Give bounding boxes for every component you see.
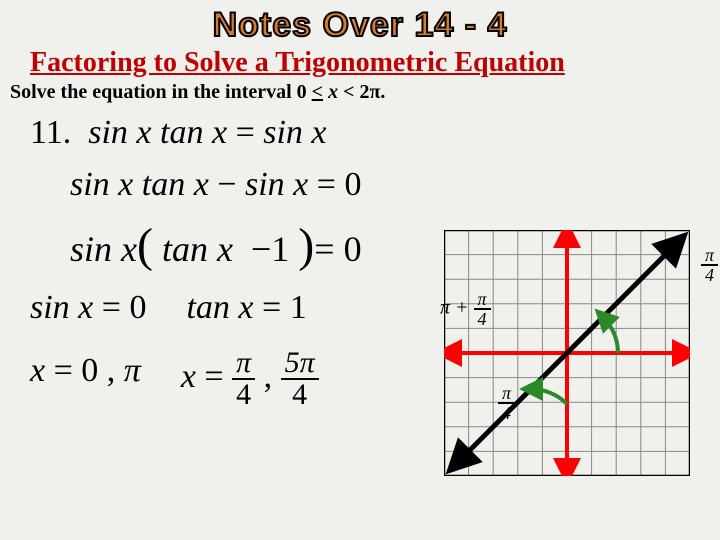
solution-2: x = π4 , 5π4 bbox=[181, 348, 319, 410]
page-subtitle: Factoring to Solve a Trigonometric Equat… bbox=[30, 47, 720, 79]
label-pi4-q3: π4 bbox=[498, 384, 515, 422]
branch-1: sin x = 0 bbox=[30, 285, 146, 331]
page-banner: Notes Over 14 - 4 bbox=[0, 0, 720, 45]
instruction-text: Solve the equation in the interval 0 < x… bbox=[10, 81, 720, 104]
solution-1: x = 0 , π bbox=[30, 348, 141, 410]
label-pi4-q1: π4 bbox=[701, 246, 718, 284]
unit-circle-graph: π4 π + π4 π4 bbox=[444, 230, 690, 476]
problem-number: 11. bbox=[30, 114, 71, 151]
label-pi-plus-pi4: π + π4 bbox=[440, 290, 491, 328]
branch-2: tan x = 1 bbox=[186, 285, 306, 331]
